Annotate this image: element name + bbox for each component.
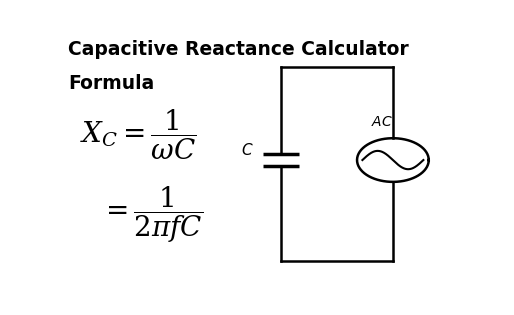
Text: $AC$: $AC$: [371, 115, 393, 129]
Text: $X_C = \dfrac{1}{\omega C}$: $X_C = \dfrac{1}{\omega C}$: [80, 107, 197, 162]
Text: Formula: Formula: [68, 74, 155, 93]
Text: $C$: $C$: [241, 142, 253, 158]
Text: $= \dfrac{1}{2\pi f C}$: $= \dfrac{1}{2\pi f C}$: [100, 185, 203, 245]
Text: Capacitive Reactance Calculator: Capacitive Reactance Calculator: [68, 40, 409, 59]
